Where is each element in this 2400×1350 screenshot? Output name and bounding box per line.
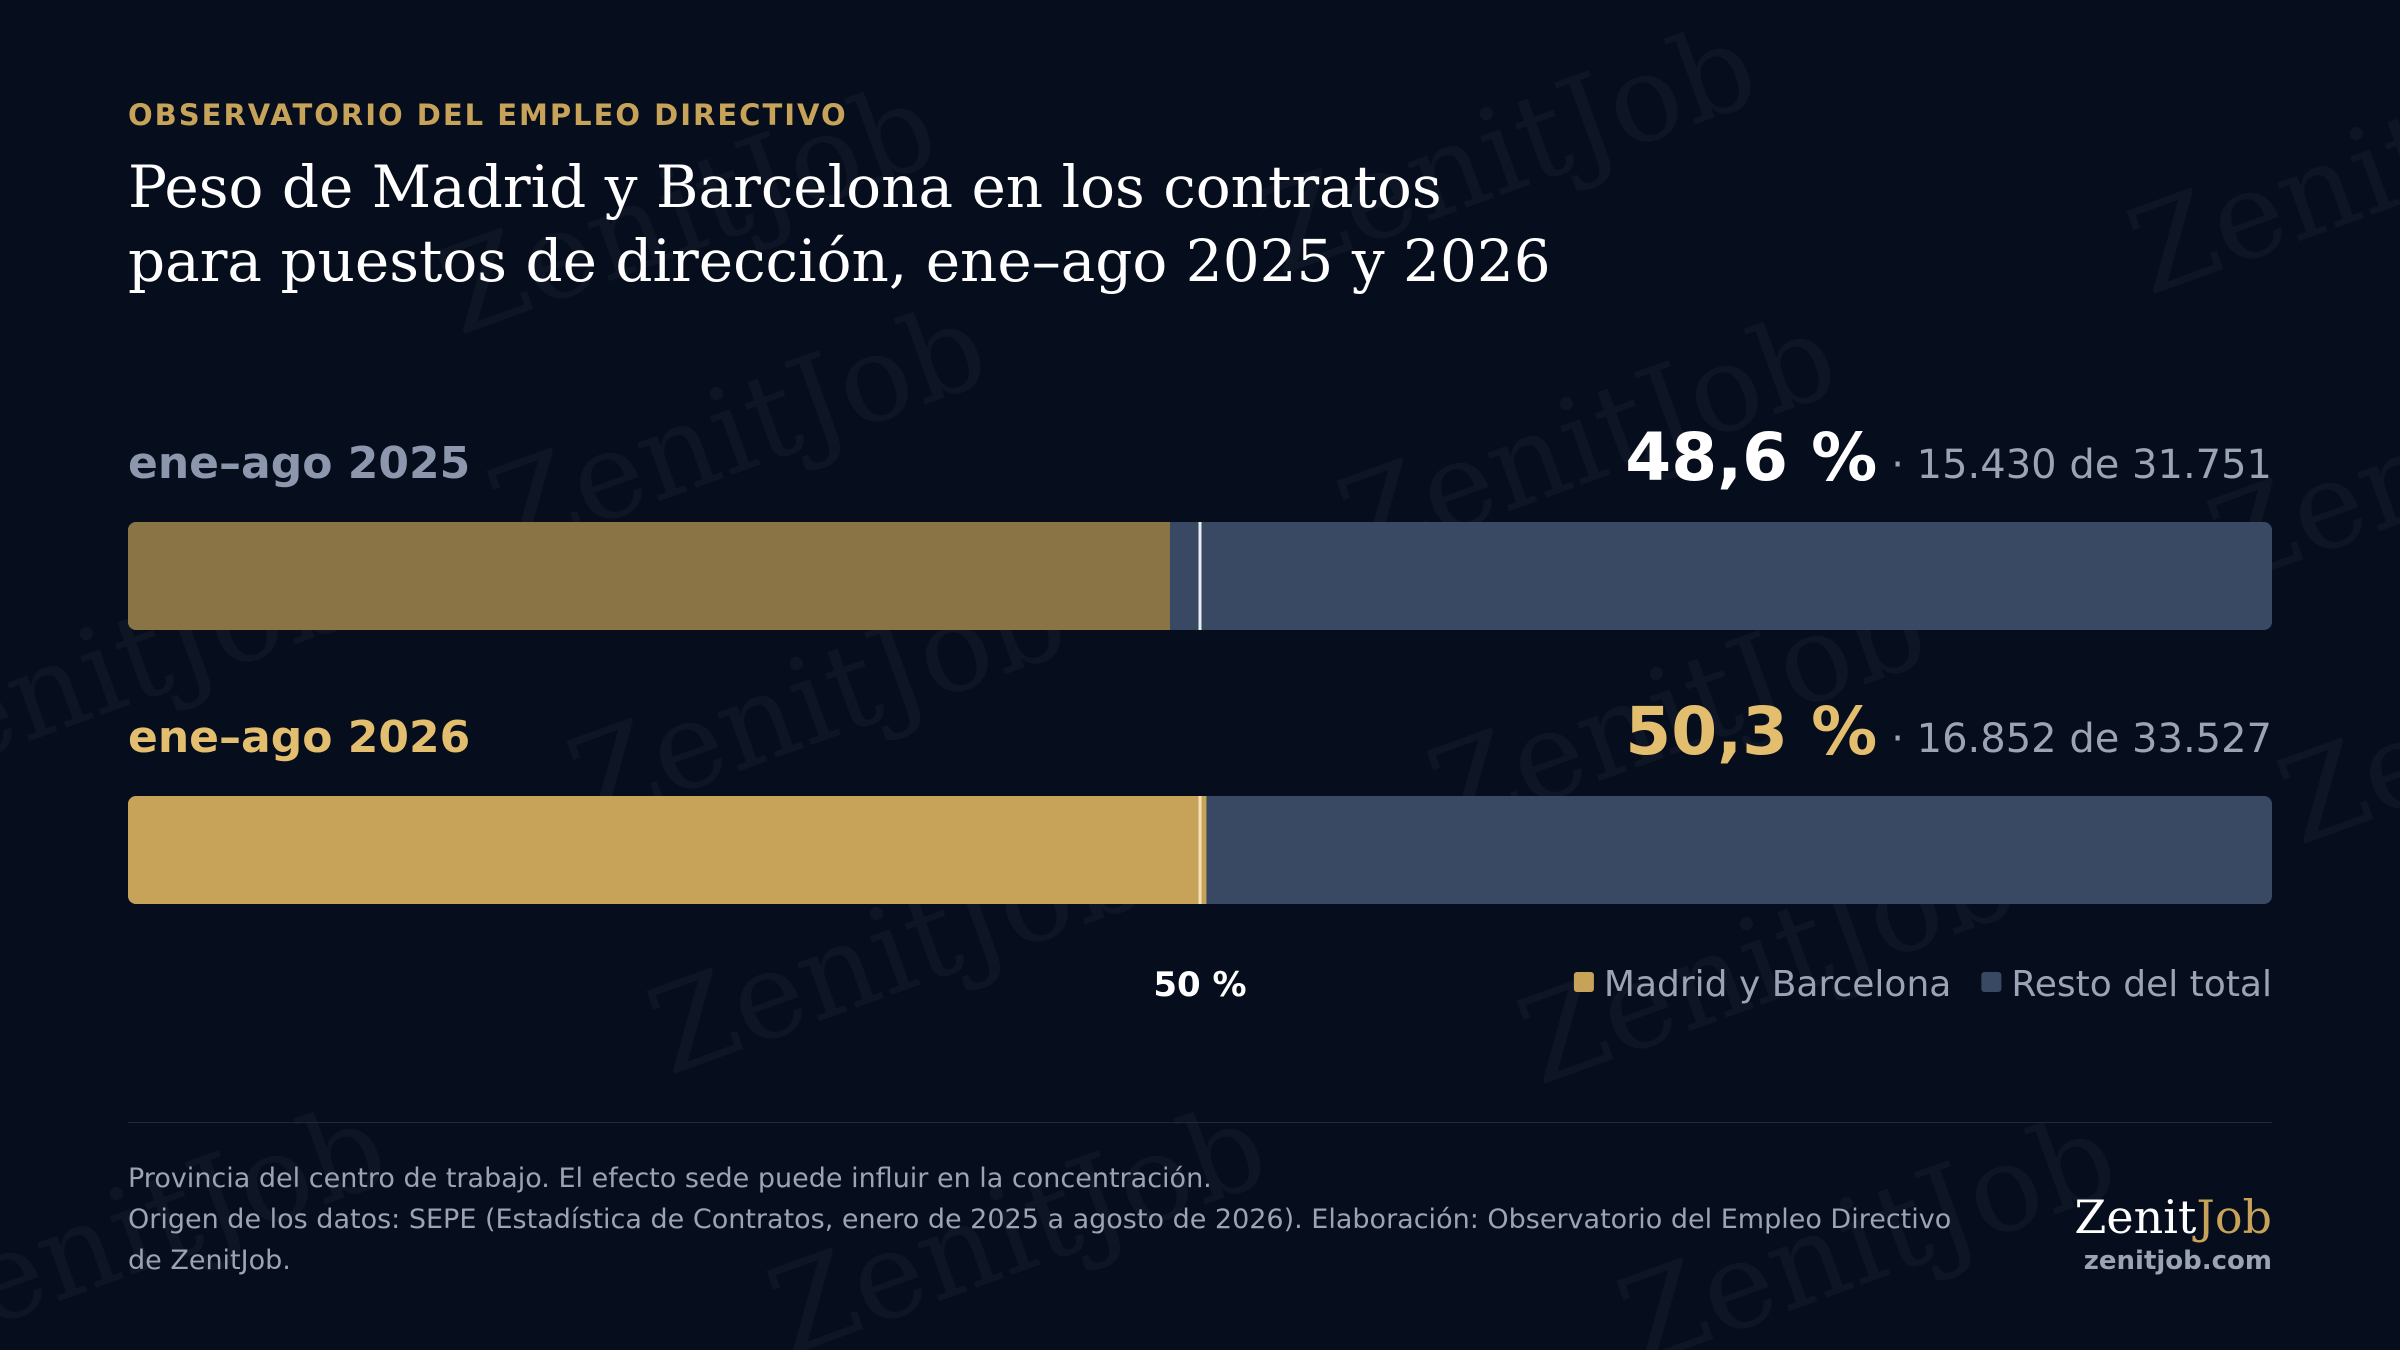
source-line: Origen de los datos: SEPE (Estadística d… [128,1204,1952,1276]
chart-title-line2: para puestos de dirección, ene–ago 2025 … [128,227,1551,295]
value-label: 50,3 % [1625,693,1877,770]
reference-label: 50 % [1153,965,1246,1005]
bar-segment-madrid-barcelona [128,522,1170,630]
detail-label: · 15.430 de 31.751 [1891,442,2272,488]
legend-swatch-madrid-barcelona [1573,972,1594,992]
brand-url: zenitjob.com [2083,1246,2272,1276]
legend-label-madrid-barcelona: Madrid y Barcelona [1604,964,1951,1005]
chart-area: ene–ago 2025 · 15.430 de 31.751 48,6 % ene–… [128,419,2272,1005]
footer-divider [128,1122,2272,1123]
value-label: 48,6 % [1625,419,1877,496]
chart-title: Peso de Madrid y Barcelona en los contra… [128,150,1628,298]
kicker: OBSERVATORIO DEL EMPLEO DIRECTIVO [128,98,848,132]
brand: ZenitJob zenitjob.com [2074,1190,2272,1276]
chart-title-line1: Peso de Madrid y Barcelona en los contra… [128,153,1442,221]
source-note: Provincia del centro de trabajo. El efec… [128,1158,1978,1281]
note-line: Provincia del centro de trabajo. El efec… [128,1163,1212,1194]
bar-segment-madrid-barcelona [128,796,1207,904]
category-label: ene–ago 2025 [128,438,470,489]
legend-swatch-resto [1981,972,2002,992]
legend-label-resto: Resto del total [2011,964,2272,1005]
category-label: ene–ago 2026 [128,712,470,763]
brand-logo-main: Zenit [2074,1190,2197,1244]
detail-label: · 16.852 de 33.527 [1891,716,2272,762]
brand-logo-accent: Job [2196,1190,2272,1244]
brand-logo: ZenitJob [2074,1190,2272,1244]
